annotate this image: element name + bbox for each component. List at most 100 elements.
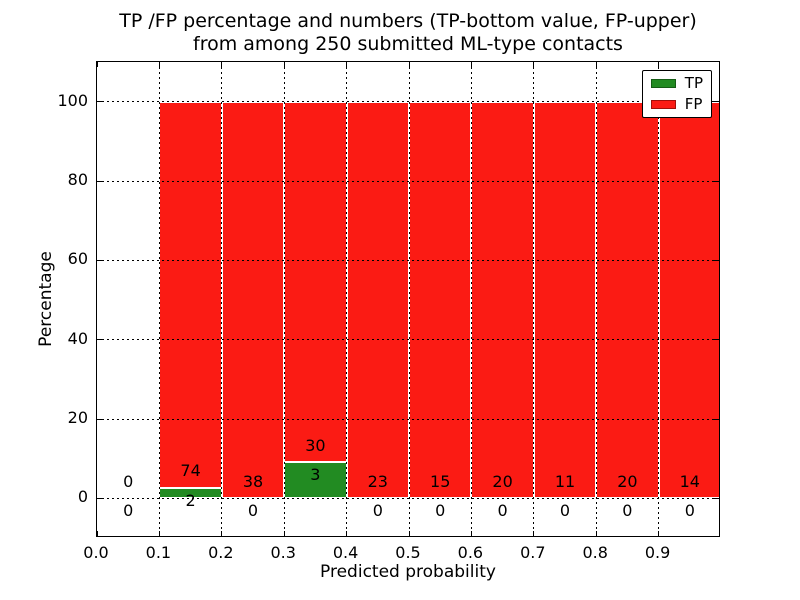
tp-bar (284, 462, 347, 499)
fp-bar (658, 101, 719, 499)
x-tick-label: 0.2 (208, 543, 234, 562)
y-gridline (97, 101, 719, 103)
x-tick-label: 0.5 (395, 543, 421, 562)
x-tickmark-top (658, 62, 660, 67)
tp-count-label: 3 (310, 464, 321, 484)
y-gridline (97, 339, 719, 341)
x-gridline (595, 62, 597, 536)
y-tickmark-left (97, 497, 102, 499)
y-tickmark-right (714, 259, 719, 261)
tp-count-label: 0 (247, 501, 259, 521)
x-tickmark-top (408, 62, 410, 67)
fp-bar (159, 101, 222, 488)
x-tickmark-top (533, 62, 535, 67)
fp-bar (346, 101, 409, 499)
x-tickmark-bottom (595, 531, 597, 536)
y-gridline (97, 418, 719, 420)
fp-bar (471, 101, 534, 499)
y-tick-label: 20 (67, 408, 88, 427)
x-tickmark-bottom (408, 531, 410, 536)
fp-count-label: 30 (305, 435, 326, 455)
x-tickmark-top (595, 62, 597, 67)
x-tickmark-bottom (283, 531, 285, 536)
fp-count-label: 14 (679, 471, 700, 491)
legend-label-tp: TP (684, 74, 703, 92)
grid-layer (97, 62, 719, 536)
legend-item-fp: FP (650, 95, 703, 113)
x-tickmark-top (283, 62, 285, 67)
legend-item-tp: TP (650, 74, 703, 92)
tp-count-label: 0 (372, 501, 383, 521)
fp-bar (533, 101, 597, 499)
y-tickmark-right (714, 180, 719, 182)
fp-count-label: 74 (180, 461, 201, 481)
x-gridline (221, 62, 223, 536)
tp-count-label: 0 (123, 501, 134, 521)
fp-count-label: 38 (242, 471, 264, 491)
x-gridline (346, 62, 348, 536)
y-gridline (97, 180, 719, 182)
tp-count-label: 0 (684, 501, 695, 521)
x-gridline (158, 62, 160, 536)
tp-bar (159, 487, 222, 499)
y-tickmark-left (97, 339, 102, 341)
chart-title-line2: from among 250 submitted ML-type contact… (193, 33, 623, 55)
y-tick-label: 60 (67, 249, 88, 269)
bars-layer (97, 62, 719, 536)
x-tickmark-top (470, 62, 472, 67)
fp-bar (596, 101, 659, 499)
x-gridline (408, 62, 410, 536)
fp-bar (284, 101, 347, 463)
y-tickmark-right (714, 101, 719, 103)
fp-count-label: 23 (367, 471, 388, 491)
tp-count-label: 0 (497, 501, 508, 521)
x-axis-label: Predicted probability (320, 562, 496, 582)
x-gridline (283, 62, 285, 536)
x-tickmark-top (221, 62, 223, 67)
fp-count-label: 20 (492, 471, 513, 491)
y-tickmark-right (714, 418, 719, 420)
y-tickmark-right (714, 497, 719, 499)
plot-area: 0 0 74 2 38 0 30 3 23 0 15 0 20 0 11 0 20 0 14 0 TP FP (96, 61, 720, 537)
x-tickmark-top (346, 62, 348, 67)
x-gridline (533, 62, 535, 536)
y-tick-label: 80 (67, 170, 88, 189)
y-gridline (97, 259, 719, 261)
y-gridline (97, 497, 719, 499)
ticks-layer (97, 62, 719, 536)
x-tick-label: 0.8 (582, 543, 608, 562)
fp-bar (409, 101, 472, 499)
x-tickmark-bottom (346, 531, 348, 536)
tp-count-label: 0 (559, 501, 571, 521)
y-tick-label: 0 (77, 487, 88, 507)
legend-label-fp: FP (684, 95, 703, 113)
x-tickmark-bottom (97, 531, 98, 536)
x-tickmark-bottom (158, 531, 160, 536)
x-gridline (470, 62, 472, 536)
y-tickmark-left (97, 418, 102, 420)
fp-count-label: 20 (617, 471, 638, 491)
x-tick-label: 0.0 (83, 543, 109, 562)
y-tickmark-left (97, 259, 102, 261)
y-tickmark-left (97, 101, 102, 103)
x-tick-label: 0.4 (332, 543, 359, 562)
x-tick-label: 0.7 (520, 543, 546, 562)
x-gridline (658, 62, 660, 536)
tp-swatch-icon (650, 79, 676, 88)
legend: TP FP (641, 70, 712, 118)
bar-count-labels-layer: 0 0 74 2 38 0 30 3 23 0 15 0 20 0 11 0 20 0 14 0 (97, 62, 719, 536)
x-tickmark-top (158, 62, 160, 67)
fp-count-label: 0 (123, 471, 134, 491)
x-tickmark-bottom (533, 531, 535, 536)
x-tick-label: 0.1 (145, 543, 172, 562)
fp-bar (221, 101, 285, 499)
chart-title-line1: TP /FP percentage and numbers (TP-bottom… (119, 10, 697, 32)
y-tick-label: 40 (67, 328, 88, 348)
x-tickmark-top (97, 62, 98, 67)
x-tickmark-bottom (470, 531, 472, 536)
tp-count-label: 0 (435, 501, 446, 521)
x-tickmark-bottom (221, 531, 223, 536)
y-tick-label: 100 (57, 90, 88, 110)
y-axis-label: Percentage (36, 251, 56, 347)
